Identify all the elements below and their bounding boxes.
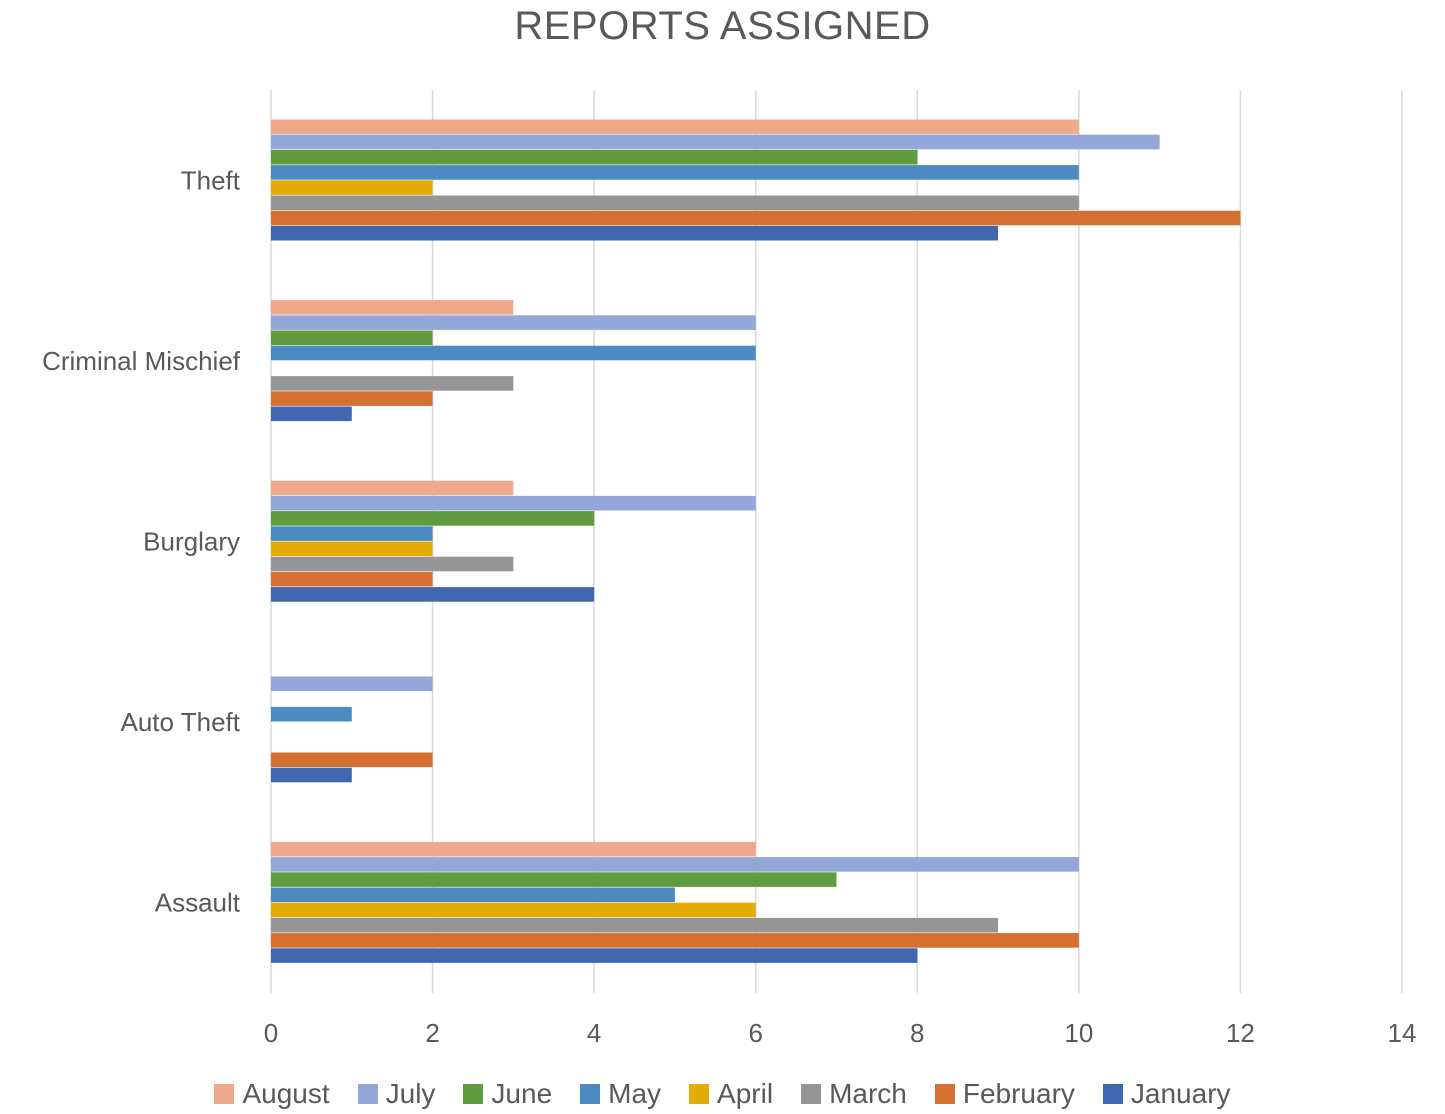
bar-june-burglary [271, 511, 595, 526]
legend-item-august: August [214, 1078, 330, 1110]
bar-february-assault [271, 933, 1079, 948]
legend-item-june: June [463, 1078, 552, 1110]
bar-june-criminal-mischief [271, 330, 433, 346]
bar-august-criminal-mischief [271, 300, 514, 315]
bar-march-assault [271, 917, 999, 933]
legend-item-may: May [580, 1078, 661, 1110]
bar-july-auto-theft [271, 676, 433, 692]
bar-august-assault [271, 841, 756, 857]
x-tick-label: 6 [748, 1018, 762, 1048]
bar-july-theft [271, 134, 1160, 150]
bar-june-assault [271, 872, 837, 887]
x-tick-label: 4 [587, 1018, 601, 1048]
legend-swatch [357, 1084, 378, 1104]
x-tick-label: 8 [910, 1018, 924, 1048]
bar-august-burglary [271, 480, 514, 496]
bar-january-auto-theft [271, 767, 352, 783]
chart-title: REPORTS ASSIGNED [514, 4, 931, 48]
bar-may-criminal-mischief [271, 345, 756, 361]
x-tick-label: 14 [1388, 1018, 1417, 1048]
bar-april-assault [271, 902, 756, 918]
legend-item-january: January [1102, 1078, 1231, 1110]
bar-march-theft [271, 195, 1079, 211]
bar-may-burglary [271, 526, 433, 541]
bar-may-assault [271, 887, 675, 903]
bar-march-burglary [271, 556, 514, 572]
x-tick-label: 10 [1064, 1018, 1093, 1048]
legend-item-march: March [801, 1078, 907, 1110]
category-label: Burglary [143, 527, 240, 557]
legend-label: June [491, 1078, 553, 1109]
bar-july-criminal-mischief [271, 315, 756, 330]
bar-april-theft [271, 180, 433, 195]
x-tick-label: 12 [1226, 1018, 1255, 1048]
category-label: Assault [155, 888, 241, 918]
legend-label: January [1130, 1078, 1231, 1109]
legend-label: April [717, 1078, 774, 1109]
x-tick-label: 0 [264, 1018, 278, 1048]
bar-february-auto-theft [271, 752, 433, 768]
legend-swatch [580, 1084, 601, 1104]
legend-label: August [242, 1078, 330, 1109]
bar-may-auto-theft [271, 706, 352, 722]
category-label: Auto Theft [121, 707, 241, 737]
bar-april-burglary [271, 541, 433, 557]
legend-item-april: April [689, 1078, 773, 1110]
legend-swatch [463, 1084, 484, 1104]
legend-label: February [962, 1078, 1075, 1109]
bar-august-theft [271, 119, 1079, 135]
bar-february-theft [271, 210, 1241, 226]
bar-january-burglary [271, 587, 595, 602]
bar-june-theft [271, 149, 918, 165]
legend-label: May [608, 1078, 662, 1109]
legend-swatch [214, 1084, 235, 1104]
legend-label: July [385, 1078, 436, 1109]
legend-swatch [1102, 1084, 1123, 1104]
bar-march-criminal-mischief [271, 376, 514, 391]
bar-january-criminal-mischief [271, 406, 352, 422]
legend: August July June May April March February Janua… [0, 1074, 1445, 1114]
bar-february-criminal-mischief [271, 391, 433, 406]
bar-january-assault [271, 948, 918, 963]
legend-swatch [934, 1084, 955, 1104]
legend-swatch [801, 1084, 822, 1104]
bar-january-theft [271, 225, 999, 241]
category-label: Theft [181, 165, 241, 195]
bar-july-burglary [271, 495, 756, 511]
legend-label: March [829, 1078, 907, 1109]
legend-item-july: July [357, 1078, 436, 1110]
bar-july-assault [271, 857, 1079, 872]
category-label: Criminal Mischief [42, 346, 241, 376]
legend-swatch [689, 1084, 710, 1104]
bar-may-theft [271, 165, 1079, 180]
x-tick-label: 2 [425, 1018, 439, 1048]
legend-item-february: February [934, 1078, 1075, 1110]
bar-february-burglary [271, 571, 433, 587]
